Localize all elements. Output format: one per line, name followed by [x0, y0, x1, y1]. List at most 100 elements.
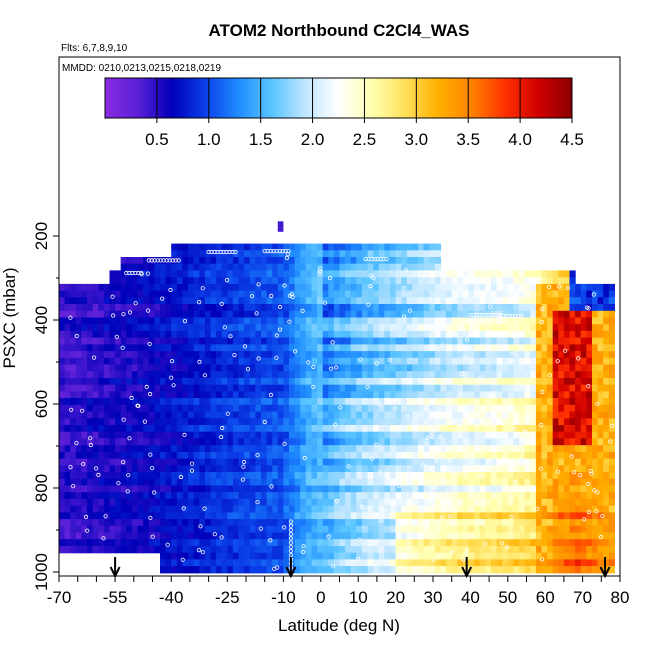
heatmap-cell — [205, 398, 211, 405]
heatmap-cell — [222, 244, 228, 251]
heatmap-cell — [261, 539, 267, 546]
heatmap-cell — [98, 479, 104, 486]
heatmap-cell — [177, 358, 183, 365]
heatmap-cell — [435, 344, 441, 351]
heatmap-cell — [603, 378, 609, 385]
heatmap-cell — [412, 391, 418, 398]
heatmap-cell — [485, 506, 491, 513]
heatmap-cell — [205, 378, 211, 385]
heatmap-cell — [87, 304, 93, 311]
heatmap-cell — [306, 533, 312, 540]
heatmap-cell — [312, 559, 318, 566]
heatmap-cell — [530, 472, 536, 479]
heatmap-cell — [295, 452, 301, 459]
heatmap-cell — [182, 512, 188, 519]
heatmap-cell — [390, 277, 396, 284]
heatmap-cell — [250, 539, 256, 546]
heatmap-cell — [334, 284, 340, 291]
heatmap-cell — [396, 546, 402, 553]
heatmap-cell — [267, 371, 273, 378]
heatmap-cell — [143, 412, 149, 419]
heatmap-cell — [553, 432, 559, 439]
heatmap-cell — [177, 291, 183, 298]
heatmap-cell — [244, 506, 250, 513]
heatmap-cell — [340, 398, 346, 405]
heatmap-cell — [424, 331, 430, 338]
heatmap-cell — [536, 324, 542, 331]
heatmap-cell — [441, 358, 447, 365]
heatmap-cell — [317, 351, 323, 358]
heatmap-cell — [278, 391, 284, 398]
heatmap-cell — [227, 344, 233, 351]
heatmap-cell — [424, 472, 430, 479]
heatmap-cell — [452, 304, 458, 311]
heatmap-cell — [76, 486, 82, 493]
heatmap-cell — [160, 365, 166, 372]
heatmap-cell — [508, 358, 514, 365]
heatmap-cell — [384, 566, 390, 573]
heatmap-cell — [65, 412, 71, 419]
heatmap-cell — [340, 519, 346, 526]
heatmap-cell — [491, 398, 497, 405]
heatmap-cell — [98, 492, 104, 499]
heatmap-cell — [93, 519, 99, 526]
heatmap-cell — [267, 311, 273, 318]
heatmap-cell — [166, 519, 172, 526]
heatmap-cell — [300, 297, 306, 304]
heatmap-cell — [356, 418, 362, 425]
heatmap-cell — [457, 519, 463, 526]
heatmap-cell — [334, 506, 340, 513]
heatmap-cell — [289, 506, 295, 513]
heatmap-cell — [244, 512, 250, 519]
heatmap-cell — [188, 438, 194, 445]
heatmap-cell — [581, 324, 587, 331]
heatmap-cell — [547, 445, 553, 452]
heatmap-cell — [154, 378, 160, 385]
heatmap-cell — [227, 358, 233, 365]
heatmap-cell — [513, 486, 519, 493]
heatmap-cell — [216, 553, 222, 560]
heatmap-cell — [536, 391, 542, 398]
heatmap-cell — [525, 539, 531, 546]
heatmap-cell — [211, 465, 217, 472]
heatmap-cell — [76, 304, 82, 311]
heatmap-cell — [598, 318, 604, 325]
heatmap-cell — [491, 365, 497, 372]
heatmap-cell — [233, 277, 239, 284]
heatmap-cell — [519, 365, 525, 372]
heatmap-cell — [401, 257, 407, 264]
heatmap-cell — [188, 533, 194, 540]
heatmap-cell — [121, 526, 127, 533]
heatmap-cell — [362, 378, 368, 385]
heatmap-cell — [306, 445, 312, 452]
heatmap-cell — [401, 472, 407, 479]
heatmap-cell — [250, 324, 256, 331]
heatmap-cell — [312, 405, 318, 412]
heatmap-cell — [390, 533, 396, 540]
heatmap-cell — [233, 559, 239, 566]
heatmap-cell — [323, 358, 329, 365]
heatmap-cell — [340, 250, 346, 257]
heatmap-cell — [609, 519, 615, 526]
heatmap-cell — [340, 338, 346, 345]
heatmap-cell — [373, 512, 379, 519]
heatmap-cell — [485, 284, 491, 291]
heatmap-cell — [149, 351, 155, 358]
heatmap-cell — [188, 331, 194, 338]
heatmap-cell — [110, 318, 116, 325]
heatmap-cell — [570, 331, 576, 338]
heatmap-cell — [143, 398, 149, 405]
heatmap-cell — [362, 452, 368, 459]
heatmap-cell — [149, 264, 155, 271]
heatmap-cell — [171, 566, 177, 573]
heatmap-cell — [441, 270, 447, 277]
heatmap-cell — [429, 297, 435, 304]
heatmap-cell — [396, 365, 402, 372]
heatmap-cell — [373, 250, 379, 257]
heatmap-cell — [384, 385, 390, 392]
heatmap-cell — [121, 405, 127, 412]
heatmap-cell — [93, 291, 99, 298]
heatmap-cell — [356, 391, 362, 398]
heatmap-cell — [233, 539, 239, 546]
heatmap-cell — [59, 472, 65, 479]
